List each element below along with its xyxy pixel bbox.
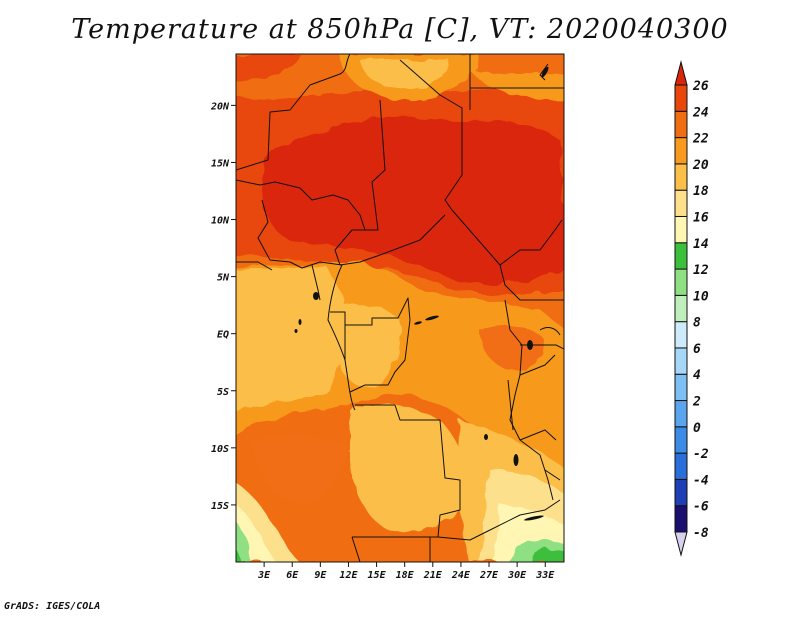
colorbar-over-triangle [674,60,688,86]
colorbar-swatch [674,242,688,270]
colorbar-swatch [674,137,688,165]
lat-tick-label: 5S [217,387,229,398]
lat-tick-label: 20N [210,101,230,112]
colorbar-swatch [674,321,688,349]
colorbar-label: 20 [692,158,709,173]
footer-credit: GrADS: IGES/COLA [4,601,101,612]
lon-tick-label: 12E [339,570,358,581]
colorbar-label: 2 [692,395,701,410]
colorbar-swatch [674,110,688,139]
colorbar-label: 8 [693,316,701,331]
map-frame [235,53,565,563]
colorbar-swatch [674,84,688,112]
colorbar-label: -6 [693,500,709,515]
colorbar-swatch [674,373,688,402]
longitude-axis: 3E 6E 9E 12E 15E 18E 21E 24E 27E 30E 33E [257,562,555,581]
colorbar-label: 10 [693,289,709,304]
map-title: Temperature at 850hPa [C], VT: 202004030… [71,14,729,45]
lon-tick-label: 33E [535,570,555,581]
colorbar-swatch [674,294,688,323]
colorbar-swatch [674,505,688,533]
colorbar-label: 14 [693,237,709,252]
colorbar-swatch [674,478,688,507]
lon-tick-label: 3E [257,570,271,581]
colorbar-swatch [674,215,688,244]
colorbar-label: 22 [692,132,709,147]
colorbar-swatch [674,189,688,217]
colorbar-swatch [674,426,688,454]
lon-tick-label: 30E [507,570,527,581]
colorbar-label: -2 [693,447,709,462]
colorbar-label: 26 [692,79,709,94]
colorbar-label: -8 [693,526,709,541]
lon-tick-label: 24E [451,570,471,581]
temperature-field [236,54,564,562]
lat-tick-label: EQ [217,330,229,341]
lat-tick-label: 15N [211,158,230,169]
colorbar-label: 16 [693,210,709,225]
colorbar-swatch [674,400,688,428]
lon-tick-label: 6E [286,570,299,581]
colorbar-swatch [674,268,688,296]
latitude-axis: 20N 15N 10N 5N EQ 5S 10S 15S [210,101,236,512]
lat-tick-label: 10N [211,216,230,227]
colorbar-swatch [674,347,688,375]
colorbar-swatch [674,452,688,480]
colorbar-under-triangle [674,531,688,557]
lat-tick-label: 15S [211,501,229,512]
colorbar-swatch [674,163,688,191]
colorbar-label: 0 [693,421,701,436]
colorbar-label: 6 [693,342,701,357]
lat-tick-label: 5N [217,273,230,284]
lon-tick-label: 15E [368,570,387,581]
lon-tick-label: 27E [479,570,499,581]
colorbar-label: 12 [693,263,709,278]
colorbar-label: 18 [693,184,709,199]
colorbar-label: -4 [693,473,709,488]
colorbar-label: 4 [693,368,701,383]
lon-tick-label: 9E [314,570,327,581]
lat-tick-label: 10S [211,444,229,455]
lon-tick-label: 21E [423,570,443,581]
lon-tick-label: 18E [396,570,415,581]
colorbar-label: 24 [692,105,709,120]
